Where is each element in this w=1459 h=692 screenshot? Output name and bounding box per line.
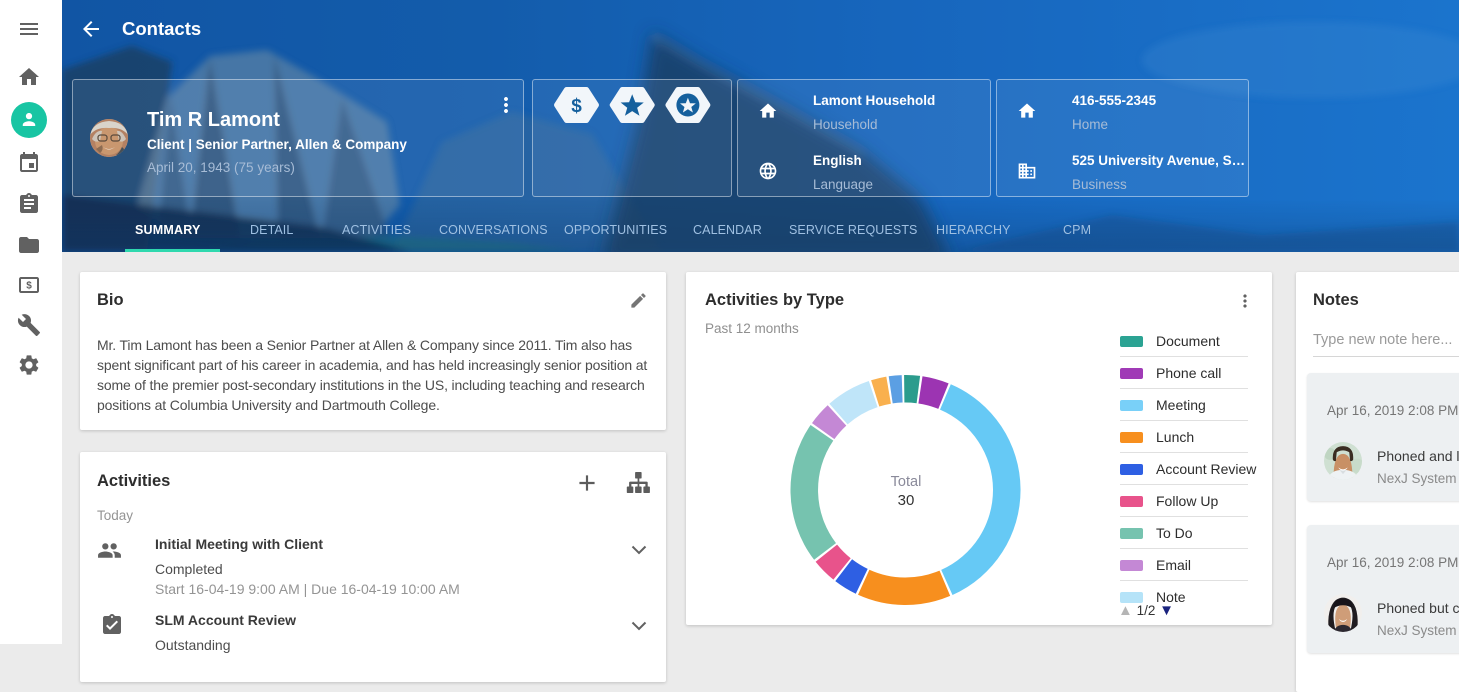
svg-text:$: $ — [571, 96, 582, 117]
svg-text:$: $ — [26, 281, 32, 292]
